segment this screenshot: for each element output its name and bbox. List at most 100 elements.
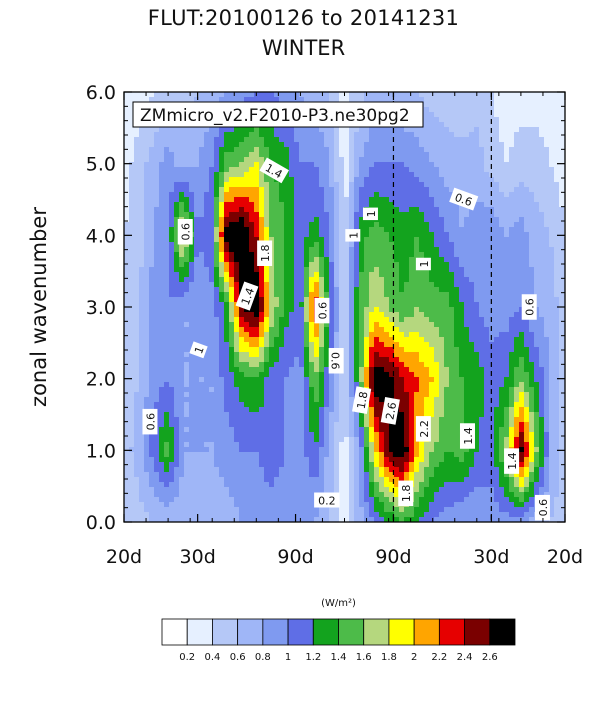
field-cell	[544, 327, 550, 333]
field-cell	[169, 322, 175, 328]
field-cell	[199, 132, 205, 138]
field-cell	[514, 352, 520, 358]
field-cell	[359, 192, 365, 198]
field-cell	[289, 187, 295, 193]
field-cell	[424, 312, 430, 318]
field-cell	[359, 252, 365, 258]
field-cell	[504, 127, 510, 133]
field-cell	[364, 232, 370, 238]
field-cell	[439, 357, 445, 363]
field-cell	[424, 217, 430, 223]
field-cell	[474, 272, 480, 278]
field-cell	[524, 142, 530, 148]
field-cell	[539, 322, 545, 328]
field-cell	[234, 142, 240, 148]
field-cell	[554, 292, 560, 298]
field-cell	[429, 352, 435, 358]
field-cell	[474, 157, 480, 163]
field-cell	[404, 97, 410, 103]
field-cell	[514, 262, 520, 268]
field-cell	[249, 157, 255, 163]
field-cell	[429, 292, 435, 298]
field-cell	[444, 312, 450, 318]
field-cell	[229, 267, 235, 273]
field-cell	[354, 307, 360, 313]
field-cell	[549, 352, 555, 358]
field-cell	[359, 157, 365, 163]
field-cell	[364, 332, 370, 338]
field-cell	[409, 322, 415, 328]
field-cell	[529, 232, 535, 238]
field-cell	[344, 212, 350, 218]
field-cell	[334, 332, 340, 338]
field-cell	[459, 162, 465, 168]
field-cell	[459, 92, 465, 98]
field-cell	[279, 327, 285, 333]
field-cell	[444, 262, 450, 268]
field-cell	[554, 102, 560, 108]
field-cell	[319, 167, 325, 173]
field-cell	[164, 182, 170, 188]
field-cell	[154, 222, 160, 228]
field-cell	[274, 352, 280, 358]
field-cell	[309, 362, 315, 368]
field-cell	[229, 312, 235, 318]
field-cell	[224, 302, 230, 308]
field-cell	[124, 187, 130, 193]
field-cell	[209, 307, 215, 313]
field-cell	[209, 272, 215, 278]
field-cell	[409, 312, 415, 318]
field-cell	[144, 312, 150, 318]
field-cell	[359, 242, 365, 248]
field-cell	[144, 267, 150, 273]
field-cell	[299, 222, 305, 228]
field-cell	[214, 352, 220, 358]
field-cell	[504, 347, 510, 353]
field-cell	[224, 187, 230, 193]
field-cell	[379, 287, 385, 293]
field-cell	[469, 312, 475, 318]
field-cell	[449, 157, 455, 163]
field-cell	[434, 127, 440, 133]
field-cell	[299, 282, 305, 288]
field-cell	[169, 277, 175, 283]
field-cell	[464, 257, 470, 263]
field-cell	[314, 97, 320, 103]
field-cell	[254, 222, 260, 228]
field-cell	[154, 227, 160, 233]
field-cell	[209, 327, 215, 333]
field-cell	[149, 182, 155, 188]
field-cell	[509, 157, 515, 163]
field-cell	[399, 167, 405, 173]
field-cell	[229, 287, 235, 293]
field-cell	[229, 92, 235, 98]
field-cell	[144, 337, 150, 343]
field-cell	[424, 307, 430, 313]
field-cell	[454, 122, 460, 128]
field-cell	[384, 177, 390, 183]
field-cell	[479, 122, 485, 128]
field-cell	[509, 307, 515, 313]
field-cell	[334, 217, 340, 223]
field-cell	[479, 352, 485, 358]
field-cell	[524, 277, 530, 283]
field-cell	[464, 107, 470, 113]
field-cell	[494, 172, 500, 178]
field-cell	[544, 247, 550, 253]
field-cell	[229, 172, 235, 178]
field-cell	[384, 132, 390, 138]
field-cell	[469, 252, 475, 258]
field-cell	[544, 187, 550, 193]
field-cell	[524, 352, 530, 358]
field-cell	[534, 357, 540, 363]
field-cell	[244, 247, 250, 253]
field-cell	[404, 247, 410, 253]
field-cell	[179, 242, 185, 248]
field-cell	[389, 312, 395, 318]
field-cell	[484, 267, 490, 273]
field-cell	[559, 292, 565, 298]
field-cell	[309, 152, 315, 158]
field-cell	[374, 187, 380, 193]
field-cell	[134, 177, 140, 183]
field-cell	[189, 262, 195, 268]
